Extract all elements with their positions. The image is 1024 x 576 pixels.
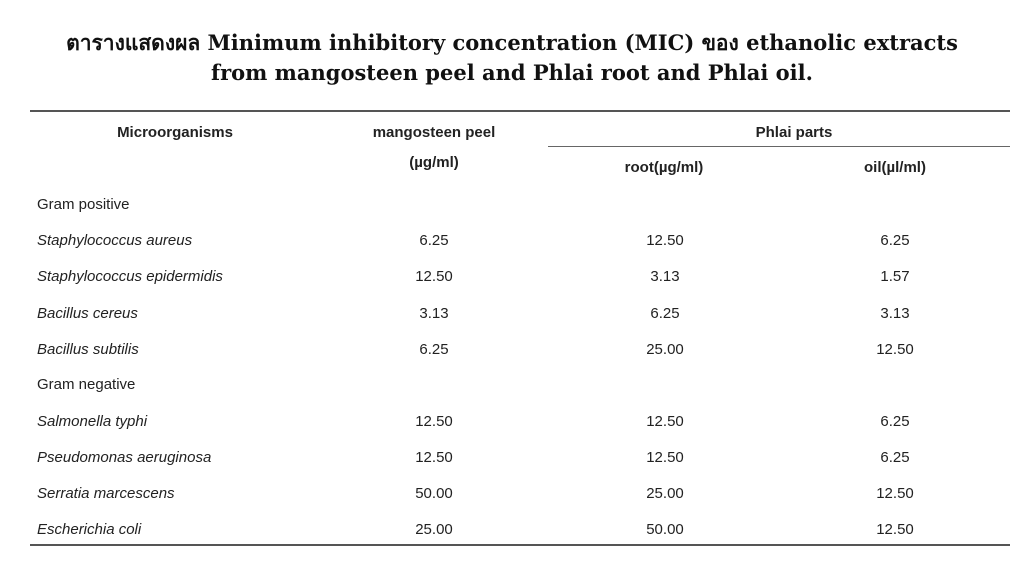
oil-mic: 12.50 xyxy=(876,341,914,358)
organism-name: Pseudomonas aeruginosa xyxy=(37,449,212,466)
group-row: Gram negative xyxy=(0,376,1024,396)
table-row: Staphylococcus epidermidis 12.50 3.13 1.… xyxy=(0,268,1024,288)
organism-name: Staphylococcus epidermidis xyxy=(37,268,223,285)
title-line-1: ตารางแสดงผล Minimum inhibitory concentra… xyxy=(66,30,958,55)
mangosteen-mic: 12.50 xyxy=(415,449,453,466)
root-mic: 25.00 xyxy=(646,485,684,502)
mangosteen-mic: 6.25 xyxy=(419,232,449,249)
group-row: Gram positive xyxy=(0,196,1024,216)
title-line-2: from mangosteen peel and Phlai root and … xyxy=(211,60,813,85)
page-title: ตารางแสดงผล Minimum inhibitory concentra… xyxy=(0,28,1024,88)
organism-name: Staphylococcus aureus xyxy=(37,232,193,249)
root-mic: 12.50 xyxy=(646,232,684,249)
table-row: Bacillus subtilis 6.25 25.00 12.50 xyxy=(0,341,1024,361)
root-mic: 12.50 xyxy=(646,413,684,430)
oil-mic: 6.25 xyxy=(880,413,910,430)
header-mangosteen-unit: (µg/ml) xyxy=(409,154,459,171)
group-label-gram-negative: Gram negative xyxy=(37,376,136,393)
mangosteen-mic: 6.25 xyxy=(419,341,449,358)
mangosteen-mic: 12.50 xyxy=(415,413,453,430)
header-phlai-parts: Phlai parts xyxy=(755,124,833,141)
table-row: Salmonella typhi 12.50 12.50 6.25 xyxy=(0,413,1024,433)
table-row: Serratia marcescens 50.00 25.00 12.50 xyxy=(0,485,1024,505)
mangosteen-mic: 3.13 xyxy=(419,305,449,322)
table-row: Escherichia coli 25.00 50.00 12.50 xyxy=(0,521,1024,541)
mangosteen-mic: 50.00 xyxy=(415,485,453,502)
group-label-gram-positive: Gram positive xyxy=(37,196,130,213)
oil-mic: 12.50 xyxy=(876,521,914,538)
table-bottom-rule xyxy=(30,544,1010,546)
table-row: Bacillus cereus 3.13 6.25 3.13 xyxy=(0,305,1024,325)
organism-name: Serratia marcescens xyxy=(37,485,175,502)
root-mic: 12.50 xyxy=(646,449,684,466)
oil-mic: 6.25 xyxy=(880,232,910,249)
table-row: Staphylococcus aureus 6.25 12.50 6.25 xyxy=(0,232,1024,252)
organism-name: Escherichia coli xyxy=(37,521,142,538)
header-microorganisms: Microorganisms xyxy=(117,124,233,141)
organism-name: Salmonella typhi xyxy=(37,413,148,430)
organism-name: Bacillus cereus xyxy=(37,305,138,322)
oil-mic: 1.57 xyxy=(880,268,910,285)
phlai-parts-rule xyxy=(548,146,1010,147)
mangosteen-mic: 25.00 xyxy=(415,521,453,538)
header-mangosteen-peel: mangosteen peel xyxy=(372,124,496,141)
mangosteen-mic: 12.50 xyxy=(415,268,453,285)
root-mic: 25.00 xyxy=(646,341,684,358)
table-top-rule xyxy=(30,110,1010,112)
organism-name: Bacillus subtilis xyxy=(37,341,139,358)
root-mic: 50.00 xyxy=(646,521,684,538)
oil-mic: 6.25 xyxy=(880,449,910,466)
table-row: Pseudomonas aeruginosa 12.50 12.50 6.25 xyxy=(0,449,1024,469)
header-root: root(µg/ml) xyxy=(624,159,704,176)
oil-mic: 12.50 xyxy=(876,485,914,502)
root-mic: 3.13 xyxy=(650,268,680,285)
oil-mic: 3.13 xyxy=(880,305,910,322)
root-mic: 6.25 xyxy=(650,305,680,322)
header-oil: oil(µl/ml) xyxy=(864,159,926,176)
